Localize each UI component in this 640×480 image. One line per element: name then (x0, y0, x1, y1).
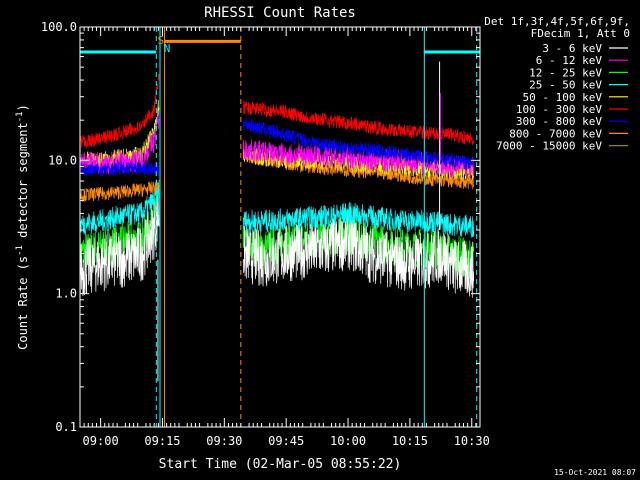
legend-label: 100 - 300 keV (516, 103, 602, 116)
legend-label: 6 - 12 keV (536, 54, 603, 67)
legend-header-line: FDecim 1, Att 0 (531, 27, 630, 40)
plot-frame (79, 26, 481, 428)
legend: Det 1f,3f,4f,5f,6f,9f, FDecim 1, Att 0 3… (484, 15, 630, 153)
flag-s-label: S (158, 34, 165, 47)
legend-label: 300 - 800 keV (516, 115, 602, 128)
y-axis-ticks: 0.1 1.0 10.0 100.0 (41, 20, 480, 434)
series-line-1 (79, 110, 475, 178)
y-axis-label-part: Count Rate (s (16, 256, 30, 350)
y-axis-label: Count Rate (s-1 detector segment-1) (15, 104, 30, 350)
legend-header-line: Det 1f,3f,4f,5f,6f,9f, (484, 15, 630, 28)
legend-label: 25 - 50 keV (529, 79, 602, 92)
legend-label: 50 - 100 keV (523, 91, 603, 104)
x-tick-label: 10:15 (392, 434, 428, 448)
series-line-6 (79, 118, 475, 177)
x-tick-label: 09:30 (206, 434, 242, 448)
legend-label: 800 - 7000 keV (509, 127, 602, 140)
series-line-3 (79, 182, 475, 238)
legend-label: 12 - 25 keV (529, 66, 602, 79)
y-axis-label-exponent: -1 (15, 111, 25, 122)
y-tick-label: 0.1 (55, 420, 77, 434)
x-tick-label: 10:00 (330, 434, 366, 448)
legend-label: 3 - 6 keV (542, 42, 602, 55)
y-axis-label-part: ) (16, 104, 30, 111)
series-line-5 (79, 73, 475, 149)
y-axis-label-part: detector segment (16, 122, 30, 245)
x-axis-label: Start Time (02-Mar-05 08:55:22) (159, 457, 402, 472)
y-axis-label-exponent: -1 (15, 245, 25, 256)
y-tick-label: 1.0 (55, 287, 77, 301)
x-tick-label: 09:45 (268, 434, 304, 448)
legend-label: 7000 - 15000 keV (496, 140, 602, 153)
series-layer (79, 61, 475, 382)
y-tick-label: 10.0 (48, 153, 77, 167)
flag-n-label: N (164, 42, 171, 55)
x-tick-label: 09:15 (144, 434, 180, 448)
footer-timestamp: 15-Oct-2021 08:07 (554, 468, 636, 477)
x-tick-label: 10:30 (454, 434, 490, 448)
chart-title: RHESSI Count Rates (204, 5, 356, 21)
y-tick-label: 100.0 (41, 20, 77, 34)
x-axis-ticks: 09:00 09:15 09:30 09:45 10:00 10:15 10:30 (83, 27, 490, 448)
x-tick-label: 09:00 (83, 434, 119, 448)
series-line-0 (79, 194, 475, 298)
